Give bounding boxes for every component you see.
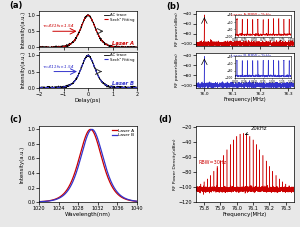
Laser B [132,200,136,202]
Line: Sech² Fitting: Sech² Fitting [39,15,137,47]
Y-axis label: RF Power Density(dBm): RF Power Density(dBm) [173,138,177,190]
Text: Laser A: Laser A [112,41,134,46]
Line: AC trace: AC trace [39,15,137,48]
Sech² Fitting [97,34,101,37]
Laser A [82,139,86,142]
Sech² Fitting [100,39,103,42]
X-axis label: Delay(ps): Delay(ps) [75,98,101,103]
AC trace [122,86,125,89]
Laser B [42,200,46,203]
AC trace [94,29,98,32]
Laser B [37,200,41,203]
Text: (d): (d) [159,115,172,124]
Laser A [89,128,92,131]
AC trace [94,70,98,72]
Sech² Fitting [86,14,90,17]
Sech² Fitting [37,46,41,49]
Text: Laser B: Laser B [112,81,134,86]
Laser A [42,200,46,203]
Sech² Fitting [43,86,47,89]
AC trace [37,86,41,89]
Text: τ=431fs×1.54: τ=431fs×1.54 [43,25,74,28]
Text: (b): (b) [167,2,180,10]
Laser A [85,132,88,135]
X-axis label: Frequency(MHz): Frequency(MHz) [223,212,267,217]
AC trace [47,88,50,90]
Laser A [115,191,118,194]
Line: Laser B: Laser B [39,129,137,202]
Text: RBW=30Hz: RBW=30Hz [199,160,227,165]
Laser A [133,200,136,202]
Sech² Fitting [94,70,98,72]
AC trace [100,40,103,42]
Laser A [135,200,139,203]
Laser A [37,200,41,203]
Sech² Fitting [122,86,125,89]
Text: τ=411fs×1.54: τ=411fs×1.54 [43,65,74,69]
Sech² Fitting [100,80,103,83]
AC trace [37,46,41,49]
Sech² Fitting [37,86,41,89]
AC trace [97,35,101,37]
AC trace [112,86,116,89]
Text: Laser A:RBW=1kHz: Laser A:RBW=1kHz [231,12,271,17]
AC trace [112,45,115,48]
Y-axis label: RF power(dBm): RF power(dBm) [175,53,179,87]
Legend: AC trace, Sech² Fitting: AC trace, Sech² Fitting [104,12,135,22]
Sech² Fitting [122,46,125,49]
Sech² Fitting [94,29,98,31]
Text: 20kHz: 20kHz [245,126,267,135]
Y-axis label: Intensity(a.u.): Intensity(a.u.) [21,11,26,48]
X-axis label: Wavelength(nm): Wavelength(nm) [65,212,111,217]
Sech² Fitting [86,54,90,57]
Legend: Laser A, Laser B: Laser A, Laser B [111,128,135,138]
Laser B [135,200,139,203]
Laser B [85,136,88,139]
AC trace [135,87,139,89]
Text: Laser B:RBW=1kHz: Laser B:RBW=1kHz [231,54,271,58]
AC trace [100,81,103,84]
Laser B [133,200,136,202]
Line: Sech² Fitting: Sech² Fitting [39,55,137,88]
Line: AC trace: AC trace [39,55,137,89]
AC trace [87,53,90,56]
AC trace [43,46,47,49]
Laser A [132,200,136,202]
Y-axis label: RF power(dBm): RF power(dBm) [175,12,179,46]
Sech² Fitting [135,86,139,89]
Laser B [90,128,94,131]
AC trace [119,47,123,50]
AC trace [135,46,139,49]
Laser B [82,144,86,147]
Sech² Fitting [97,75,101,78]
Laser B [115,190,118,192]
Line: Laser A: Laser A [39,129,137,202]
AC trace [97,75,101,78]
Sech² Fitting [43,46,47,49]
Legend: AC trace, Sech² Fitting: AC trace, Sech² Fitting [104,53,135,62]
Text: (c): (c) [10,115,22,124]
AC trace [43,86,47,89]
Y-axis label: Intensity(a.u.): Intensity(a.u.) [21,51,26,88]
Y-axis label: Intensity(a.u.): Intensity(a.u.) [20,145,25,183]
Sech² Fitting [112,45,115,48]
X-axis label: Frequency(MHz): Frequency(MHz) [224,97,266,102]
AC trace [122,46,125,48]
Sech² Fitting [112,86,115,89]
Sech² Fitting [135,46,139,49]
AC trace [86,13,90,16]
Text: (a): (a) [10,1,23,10]
